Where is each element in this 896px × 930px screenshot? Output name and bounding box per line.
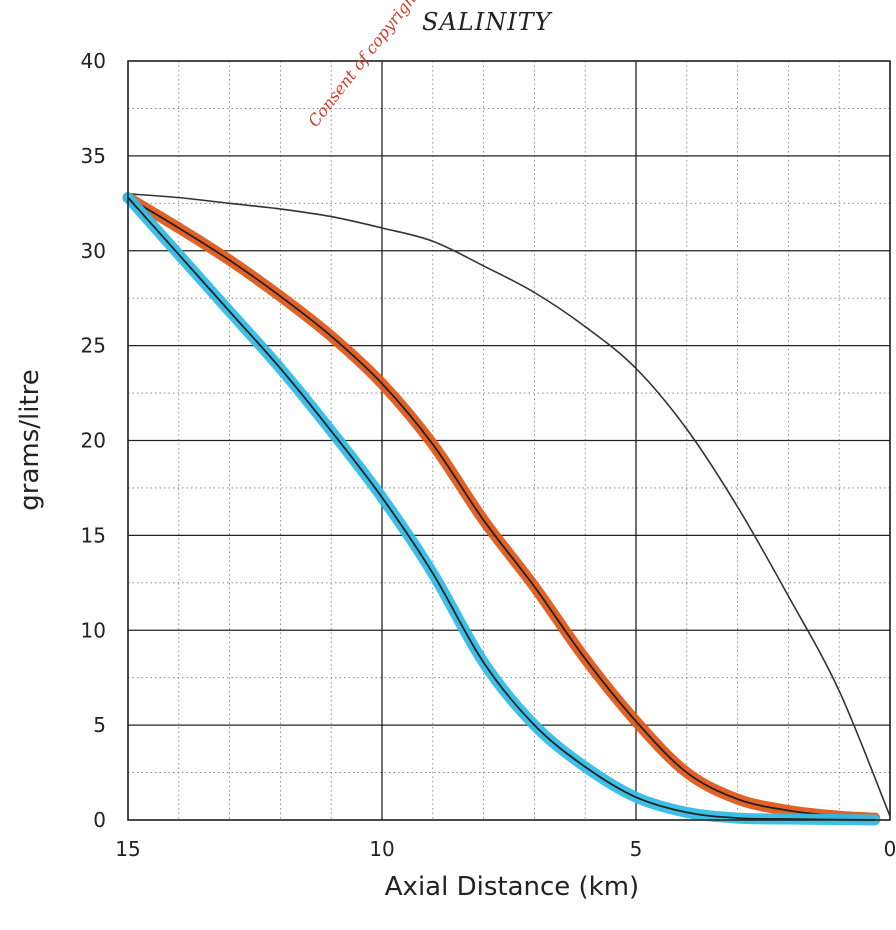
y-tick-label: 15 [81, 523, 106, 547]
x-axis-label: Axial Distance (km) [385, 872, 639, 902]
series-2-highlight [122, 192, 881, 826]
x-tick-label: 5 [630, 837, 643, 861]
y-tick-label: 30 [81, 239, 106, 263]
grid [127, 60, 891, 821]
y-tick-label: 25 [81, 334, 106, 358]
x-tick-label: 10 [369, 837, 394, 861]
plot-frame [127, 60, 891, 821]
series-0-line [127, 193, 891, 817]
series-layer [122, 192, 891, 826]
y-tick-label: 20 [81, 429, 106, 453]
chart-title: SALINITY [422, 8, 553, 36]
y-tick-label: 5 [93, 713, 106, 737]
y-axis-label: grams/litre [15, 369, 45, 511]
y-tick-label: 0 [93, 808, 106, 832]
series-1-line [127, 196, 875, 819]
y-tick-label: 40 [81, 49, 106, 73]
series-2-line [127, 197, 875, 821]
ticks: 0 5 10 15 20 25 30 35 40 15 10 5 0 [81, 49, 896, 861]
watermark-text: Consent of copyright [304, 0, 424, 130]
x-tick-label: 15 [115, 837, 140, 861]
y-tick-label: 35 [81, 144, 106, 168]
y-tick-label: 10 [81, 618, 106, 642]
x-tick-label: 0 [884, 837, 896, 861]
